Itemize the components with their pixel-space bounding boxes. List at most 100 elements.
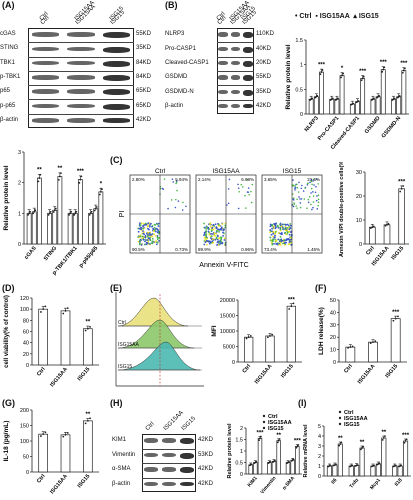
flow-event: [285, 229, 288, 232]
data-point: [371, 226, 374, 229]
flow-event: [292, 199, 295, 201]
blot-band: [102, 89, 131, 96]
data-point: [403, 67, 406, 70]
data-point: [320, 71, 323, 73]
flow-event: [294, 185, 296, 187]
y-tick-label: 120: [20, 296, 29, 302]
blot-band: [31, 89, 60, 94]
blot-kd-label: 42KD: [198, 466, 214, 473]
data-point: [58, 175, 61, 178]
flow-event: [279, 229, 282, 232]
flow-event: [155, 230, 157, 233]
flow-event: [156, 238, 159, 241]
flow-event: [317, 194, 320, 196]
flow-event: [273, 236, 276, 239]
flow-event: [274, 232, 276, 235]
data-point: [372, 341, 374, 344]
flow-title: ISG15AA: [212, 168, 240, 175]
flow-event: [211, 233, 214, 235]
flow-event: [215, 227, 218, 230]
flow-event: [317, 201, 320, 204]
flow-event: [311, 208, 313, 211]
flow-event: [211, 238, 214, 240]
significance-label: ***: [77, 169, 85, 175]
flow-event: [306, 207, 308, 209]
blot-row-label: p-p65: [0, 102, 16, 109]
data-point: [347, 346, 349, 349]
histogram-svg: Ctrl ISG15AA ISG15: [115, 292, 204, 387]
flow-event: [137, 230, 140, 233]
bar: [359, 447, 365, 477]
blot-band: [67, 46, 95, 52]
data-point: [381, 439, 384, 441]
blot-band: [161, 438, 176, 443]
flow-event: [210, 235, 213, 238]
data-point: [62, 435, 65, 438]
blot-band: [243, 103, 253, 109]
y-axis-label: Relative mRNA level: [303, 424, 309, 477]
flow-event: [308, 196, 311, 198]
y-axis-label: IL-18 (pg/mL): [3, 421, 10, 462]
data-point: [99, 190, 102, 193]
y-tick-label: 20: [23, 352, 29, 358]
flow-event: [284, 227, 287, 230]
data-point: [247, 336, 250, 339]
blot-kd-label: 42KD: [136, 116, 152, 123]
flow-event: [223, 228, 225, 231]
flow-event: [209, 240, 212, 243]
flow-event: [138, 242, 141, 245]
flow-event: [247, 187, 250, 189]
flow-event: [151, 240, 154, 243]
bar-chart-a: 0 1 2 3 Relative protein level ** cGAS ** STING *…: [3, 150, 106, 276]
flow-event: [158, 230, 161, 233]
flow-event: [142, 232, 145, 235]
flow-event: [211, 226, 214, 229]
blot-band: [102, 32, 131, 39]
legend-label: ISG15AA: [268, 420, 292, 426]
flow-event: [269, 231, 272, 234]
flow-event: [208, 233, 211, 236]
flow-event: [296, 198, 298, 201]
data-point: [49, 210, 52, 213]
blot-band: [243, 46, 253, 53]
data-point: [311, 97, 314, 100]
flow-event: [155, 227, 158, 230]
bar: [77, 179, 83, 245]
blot-kd-label: 65KD: [136, 102, 152, 109]
flow-event: [289, 227, 292, 230]
flow-event: [279, 224, 282, 227]
blot-band: [102, 118, 131, 123]
flow-event: [247, 191, 250, 193]
bar: [36, 177, 42, 245]
bar: [244, 336, 254, 363]
data-point: [351, 345, 354, 348]
bar: [360, 78, 366, 115]
flow-event: [143, 231, 145, 234]
y-tick-label: 10: [356, 218, 362, 224]
flow-event: [289, 223, 292, 225]
bar: [72, 212, 78, 245]
flow-event: [279, 241, 282, 244]
data-point: [80, 175, 83, 178]
blot-band: [31, 103, 60, 109]
flow-event: [312, 195, 315, 197]
panel-label-h: (H): [110, 398, 123, 408]
data-point: [292, 458, 295, 461]
flow-event: [210, 229, 213, 232]
y-tick-label: 1: [18, 211, 21, 217]
bar: [370, 465, 376, 477]
bar-chart-f: 0 10 20 30 40 50 LDH release(%) Ctrl ISG15AA *** I…: [318, 298, 407, 385]
flow-event: [215, 229, 218, 232]
data-point: [29, 210, 32, 213]
data-point: [378, 94, 381, 97]
flow-event: [306, 182, 309, 185]
data-point: [66, 432, 69, 434]
flow-event: [167, 207, 169, 210]
data-point: [349, 346, 352, 349]
blot-kd-label: 84KD: [136, 59, 152, 66]
data-point: [296, 445, 299, 448]
flow-event: [237, 187, 240, 189]
flow-event: [277, 238, 280, 241]
flow-event: [139, 222, 141, 225]
